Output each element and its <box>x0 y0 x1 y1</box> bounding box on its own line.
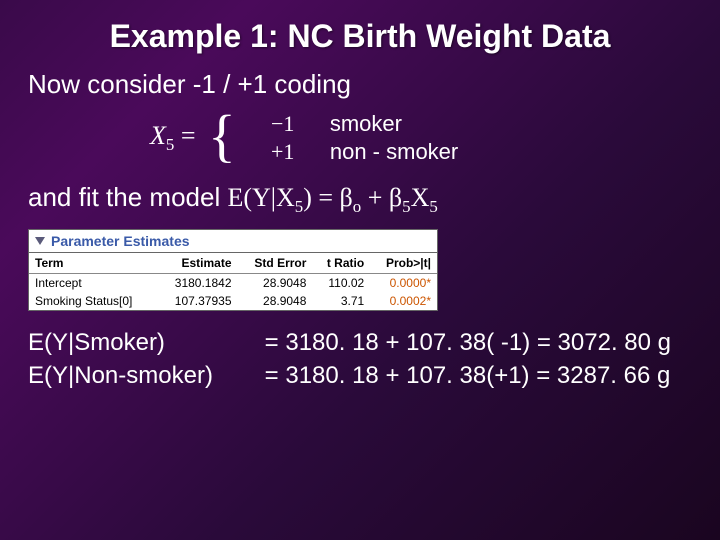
piecewise-stack: −1 smoker +1 non - smoker <box>244 110 458 166</box>
disclosure-triangle-icon[interactable] <box>35 237 45 245</box>
calculation-block: E(Y|Smoker) = 3180. 18 + 107. 38( -1) = … <box>0 311 720 392</box>
cell-estimate: 3180.1842 <box>157 274 237 293</box>
case2-label: non - smoker <box>300 138 458 166</box>
col-prob: Prob>|t| <box>370 253 437 274</box>
case1-value: −1 <box>244 110 294 138</box>
col-term: Term <box>29 253 157 274</box>
table-row: Intercept 3180.1842 28.9048 110.02 0.000… <box>29 274 437 293</box>
calc-lhs-smoker: E(Y|Smoker) <box>28 327 258 359</box>
cell-t: 110.02 <box>312 274 370 293</box>
cell-estimate: 107.37935 <box>157 292 237 310</box>
case1-label: smoker <box>300 110 402 138</box>
cell-t: 3.71 <box>312 292 370 310</box>
lhs-var: X <box>150 121 166 150</box>
cell-p: 0.0000* <box>370 274 437 293</box>
intro-coding-line: Now consider -1 / +1 coding <box>0 55 720 100</box>
parameter-estimates-panel: Parameter Estimates Term Estimate Std Er… <box>28 229 438 311</box>
panel-title: Parameter Estimates <box>51 230 190 252</box>
cell-p: 0.0002* <box>370 292 437 310</box>
lhs-sub: 5 <box>166 135 174 154</box>
table-header-row: Term Estimate Std Error t Ratio Prob>|t| <box>29 253 437 274</box>
intro2-prefix: and fit the model <box>28 182 227 212</box>
calc-line-nonsmoker: E(Y|Non-smoker) = 3180. 18 + 107. 38(+1)… <box>28 360 720 392</box>
model-fit-line: and fit the model E(Y|X5) = βo + β5X5 <box>0 172 720 229</box>
cell-se: 28.9048 <box>238 292 313 310</box>
calc-lhs-nonsmoker: E(Y|Non-smoker) <box>28 360 258 392</box>
coding-definition: X5 = { −1 smoker +1 non - smoker <box>0 100 720 172</box>
model-expression: E(Y|X5) = βo + β5X5 <box>227 183 437 212</box>
estimates-table: Term Estimate Std Error t Ratio Prob>|t|… <box>29 253 437 310</box>
col-tratio: t Ratio <box>312 253 370 274</box>
case2-value: +1 <box>244 138 294 166</box>
cell-term: Intercept <box>29 274 157 293</box>
table-row: Smoking Status[0] 107.37935 28.9048 3.71… <box>29 292 437 310</box>
calc-line-smoker: E(Y|Smoker) = 3180. 18 + 107. 38( -1) = … <box>28 327 720 359</box>
calc-rhs-smoker: = 3180. 18 + 107. 38( -1) = 3072. 80 g <box>265 329 671 356</box>
panel-header: Parameter Estimates <box>29 230 437 253</box>
cell-term: Smoking Status[0] <box>29 292 157 310</box>
col-stderror: Std Error <box>238 253 313 274</box>
calc-rhs-nonsmoker: = 3180. 18 + 107. 38(+1) = 3287. 66 g <box>265 362 671 389</box>
col-estimate: Estimate <box>157 253 237 274</box>
cell-se: 28.9048 <box>238 274 313 293</box>
slide-title: Example 1: NC Birth Weight Data <box>0 0 720 55</box>
